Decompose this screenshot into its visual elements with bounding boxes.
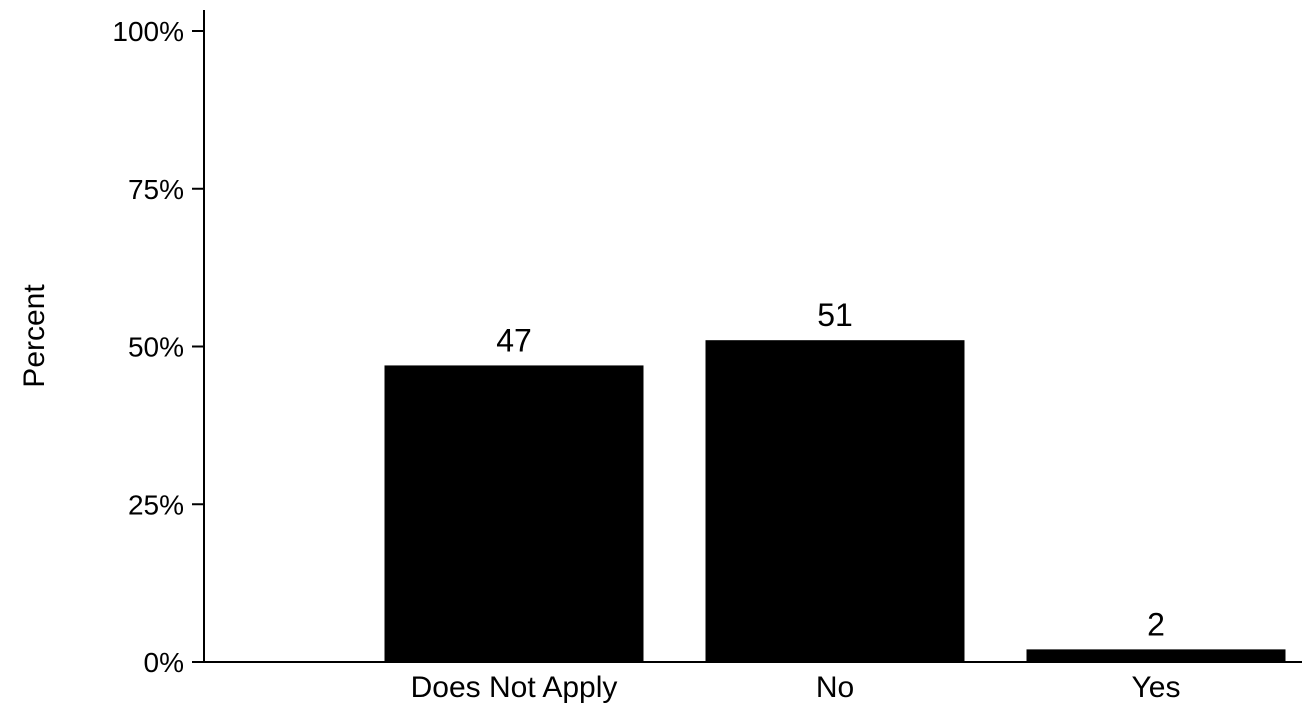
y-tick-label: 75% xyxy=(128,174,184,205)
bar xyxy=(384,365,644,662)
y-axis: 0% 25% 50% 75% 100% xyxy=(112,10,205,678)
bar xyxy=(1026,649,1286,662)
bar-data-label: 51 xyxy=(817,297,853,333)
y-tick-label: 25% xyxy=(128,489,184,520)
bar-data-label: 2 xyxy=(1147,606,1165,642)
bar-data-label: 47 xyxy=(496,322,532,358)
x-axis: Does Not Apply No Yes xyxy=(203,661,1302,704)
y-tick-label: 100% xyxy=(112,16,184,47)
y-tick-label: 0% xyxy=(144,647,184,678)
x-tick-labels: Does Not Apply No Yes xyxy=(411,671,1181,704)
x-tick-label: No xyxy=(816,671,854,704)
bars xyxy=(384,340,1286,662)
bar xyxy=(705,340,965,662)
y-ticks: 0% 25% 50% 75% 100% xyxy=(112,16,204,678)
y-axis-title: Percent xyxy=(18,284,51,388)
x-tick-label: Does Not Apply xyxy=(411,671,618,704)
y-tick-label: 50% xyxy=(128,332,184,363)
x-tick-label: Yes xyxy=(1132,671,1181,704)
data-labels: 47 51 2 xyxy=(496,297,1165,642)
